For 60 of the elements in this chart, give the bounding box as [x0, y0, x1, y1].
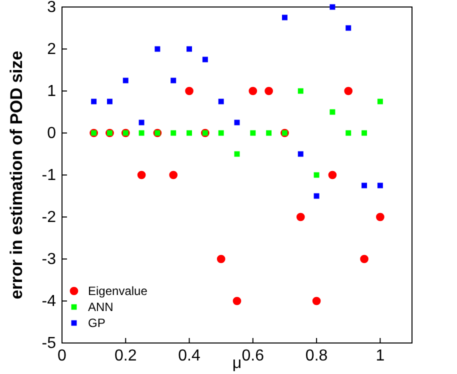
y-tick-label: -2	[42, 209, 56, 226]
legend-label: ANN	[88, 300, 114, 314]
point	[298, 88, 304, 94]
point	[232, 296, 242, 306]
point	[328, 170, 337, 180]
x-tick-label: 0.8	[305, 347, 328, 364]
point	[170, 78, 176, 84]
point	[91, 98, 97, 104]
point	[186, 46, 192, 52]
point	[138, 120, 144, 126]
point	[185, 86, 194, 96]
point	[314, 172, 320, 178]
point	[296, 212, 305, 222]
y-tick-label: -4	[42, 293, 56, 310]
point	[216, 254, 226, 264]
point	[376, 212, 384, 222]
y-tick-label: 0	[47, 125, 56, 142]
point	[298, 151, 304, 157]
point	[248, 86, 258, 96]
y-tick-label: 1	[47, 83, 56, 100]
point	[346, 25, 352, 31]
point	[314, 193, 320, 199]
x-axis-title: μ	[232, 355, 242, 372]
point	[282, 14, 288, 20]
point	[330, 109, 336, 115]
point	[362, 130, 368, 136]
y-tick-label: -3	[42, 251, 56, 268]
point	[344, 86, 353, 96]
point	[377, 182, 383, 188]
point	[250, 130, 256, 136]
y-tick-label: -1	[42, 167, 56, 184]
point	[218, 98, 224, 104]
point	[170, 130, 176, 136]
point	[312, 296, 321, 306]
x-tick-label: 0.2	[114, 347, 137, 364]
point	[264, 86, 273, 96]
y-tick-label: 3	[47, 0, 56, 16]
y-tick-label: 2	[47, 41, 56, 58]
y-tick-label: -5	[42, 335, 56, 352]
point	[360, 254, 368, 264]
point	[346, 130, 352, 136]
y-axis-title: error in estimation of POD size	[7, 50, 26, 300]
legend-label: GP	[88, 316, 106, 330]
point	[377, 98, 383, 104]
point	[362, 182, 368, 188]
x-tick-label: 0.6	[242, 347, 264, 364]
x-tick-label: 0.4	[178, 347, 200, 364]
point	[137, 170, 146, 180]
point	[218, 130, 224, 136]
legend-label: Eigenvalue	[88, 284, 148, 298]
point	[138, 130, 144, 136]
point	[154, 46, 160, 52]
point	[202, 56, 208, 62]
point	[169, 170, 178, 180]
point	[186, 130, 192, 136]
point	[122, 78, 128, 84]
point	[106, 98, 112, 104]
x-tick-label: 1	[376, 347, 385, 364]
point	[266, 130, 272, 136]
point	[330, 4, 336, 10]
